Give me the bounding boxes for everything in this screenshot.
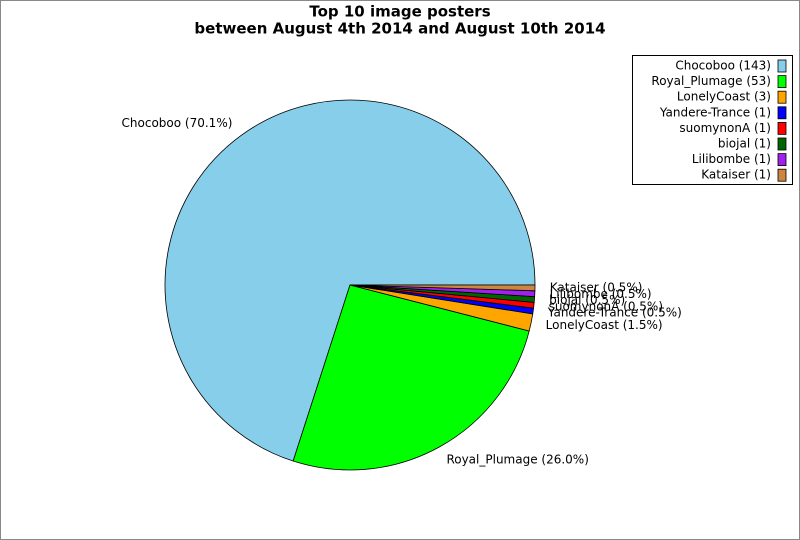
legend-swatch: [777, 106, 787, 120]
slice-label: biojal (0.5%): [549, 293, 625, 307]
legend-label: Lilibombe (1): [692, 152, 771, 166]
legend-box: [632, 55, 793, 185]
chart-title: Top 10 image posters: [309, 3, 490, 21]
legend-label: Chocoboo (143): [675, 59, 771, 73]
chart-subtitle: between August 4th 2014 and August 10th …: [194, 20, 605, 38]
legend-swatch: [777, 59, 787, 73]
legend-swatch: [777, 90, 787, 104]
pie-slice: [292, 284, 530, 471]
legend-label: suomynonA (1): [679, 121, 771, 135]
slice-label: Chocoboo (70.1%): [122, 116, 233, 130]
legend-swatch: [777, 153, 787, 167]
slice-label: LonelyCoast (1.5%): [546, 318, 663, 332]
slice-label: Royal_Plumage (26.0%): [446, 452, 588, 466]
legend-swatch: [777, 137, 787, 151]
legend-label: biojal (1): [718, 137, 771, 151]
pie-slice: [164, 99, 536, 462]
legend-label: LonelyCoast (3): [677, 90, 771, 104]
slice-label: suomynonA (0.5%): [549, 299, 663, 313]
slice-label: Kataiser (0.5%): [550, 281, 643, 295]
legend-label: Royal_Plumage (53): [651, 74, 771, 88]
legend-swatch: [777, 168, 787, 182]
slice-label: Lilibombe (0.5%): [550, 287, 652, 301]
pie-slice: [349, 284, 536, 292]
legend-label: Kataiser (1): [701, 168, 771, 182]
legend-label: Yandere-Trance (1): [659, 105, 771, 119]
legend-swatch: [777, 122, 787, 135]
slice-label: Yandere-Trance (0.5%): [547, 306, 682, 320]
legend-swatch: [777, 75, 787, 88]
